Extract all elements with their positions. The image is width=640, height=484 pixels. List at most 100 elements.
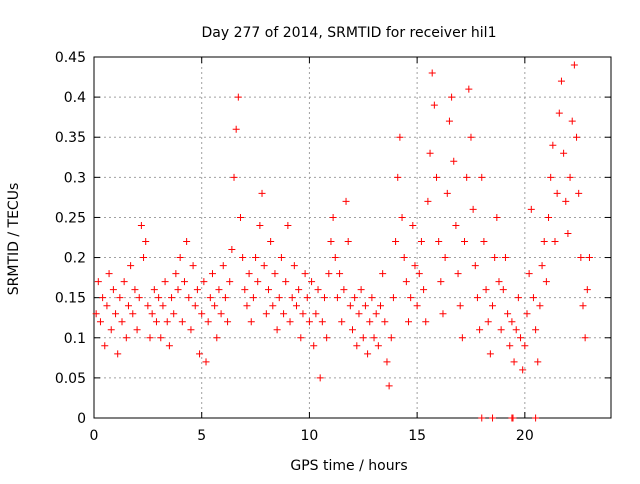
data-point — [527, 205, 535, 213]
data-point — [109, 286, 117, 294]
data-point — [469, 205, 477, 213]
data-point — [411, 262, 419, 270]
data-point — [243, 302, 251, 310]
data-point — [583, 286, 591, 294]
data-point — [493, 213, 501, 221]
data-point — [152, 318, 160, 326]
data-point — [452, 221, 460, 229]
data-point — [573, 133, 581, 141]
data-point — [342, 197, 350, 205]
data-point — [129, 310, 137, 318]
data-point — [211, 302, 219, 310]
data-point — [178, 318, 186, 326]
data-point — [560, 149, 568, 157]
data-point — [542, 278, 550, 286]
data-point — [512, 326, 520, 334]
data-point — [389, 294, 397, 302]
data-point — [133, 326, 141, 334]
data-point — [430, 101, 438, 109]
data-point — [489, 302, 497, 310]
data-point — [249, 294, 257, 302]
plot-frame — [93, 56, 612, 419]
data-point — [566, 173, 574, 181]
data-point — [215, 286, 223, 294]
data-point — [204, 318, 212, 326]
data-point — [381, 318, 389, 326]
data-point — [484, 318, 492, 326]
data-point — [275, 294, 283, 302]
data-point — [189, 262, 197, 270]
data-point — [521, 342, 529, 350]
y-tick-label: 0.2 — [64, 251, 86, 267]
data-point — [497, 326, 505, 334]
data-point — [312, 310, 320, 318]
x-tick-label: 5 — [197, 428, 206, 444]
y-tick-label: 0.3 — [64, 170, 86, 186]
data-point — [519, 366, 527, 374]
data-point — [357, 286, 365, 294]
data-point — [137, 221, 145, 229]
data-point — [277, 254, 285, 262]
data-point — [463, 173, 471, 181]
y-axis-label: SRMTID / TECUs — [6, 183, 22, 296]
data-point — [99, 294, 107, 302]
data-point — [465, 85, 473, 93]
data-point — [96, 318, 104, 326]
data-point — [107, 326, 115, 334]
data-point — [525, 270, 533, 278]
data-point — [299, 310, 307, 318]
data-point — [226, 278, 234, 286]
data-point — [103, 302, 111, 310]
data-point — [161, 278, 169, 286]
y-tick-label: 0 — [77, 411, 86, 427]
data-point — [458, 334, 466, 342]
data-point — [159, 302, 167, 310]
data-point — [450, 157, 458, 165]
data-point — [407, 294, 415, 302]
data-point — [308, 278, 316, 286]
data-point — [325, 270, 333, 278]
data-point — [435, 238, 443, 246]
data-point — [183, 238, 191, 246]
data-point — [538, 262, 546, 270]
data-point — [486, 350, 494, 358]
data-point — [372, 310, 380, 318]
data-point — [355, 310, 363, 318]
data-point — [467, 133, 475, 141]
data-point — [534, 358, 542, 366]
data-point — [377, 302, 385, 310]
data-point — [301, 270, 309, 278]
data-point — [353, 342, 361, 350]
data-point — [461, 238, 469, 246]
data-point — [420, 286, 428, 294]
data-point — [413, 302, 421, 310]
data-point — [495, 278, 503, 286]
data-point — [473, 294, 481, 302]
data-point — [491, 254, 499, 262]
data-point — [131, 286, 139, 294]
data-point — [333, 294, 341, 302]
data-points — [92, 61, 593, 422]
data-point — [510, 358, 518, 366]
data-point — [174, 286, 182, 294]
data-point — [509, 414, 517, 422]
data-point — [292, 302, 300, 310]
data-point — [478, 414, 486, 422]
data-point — [514, 294, 522, 302]
data-point — [409, 221, 417, 229]
data-point — [217, 310, 225, 318]
data-point — [532, 326, 540, 334]
data-point — [379, 270, 387, 278]
data-point — [224, 318, 232, 326]
data-point — [124, 302, 132, 310]
data-point — [297, 334, 305, 342]
data-point — [400, 254, 408, 262]
x-tick-label: 15 — [408, 428, 426, 444]
data-point — [146, 334, 154, 342]
data-point — [585, 254, 593, 262]
data-point — [564, 229, 572, 237]
data-point — [426, 149, 434, 157]
data-point — [478, 173, 486, 181]
x-tick-label: 10 — [301, 428, 319, 444]
data-point — [196, 350, 204, 358]
